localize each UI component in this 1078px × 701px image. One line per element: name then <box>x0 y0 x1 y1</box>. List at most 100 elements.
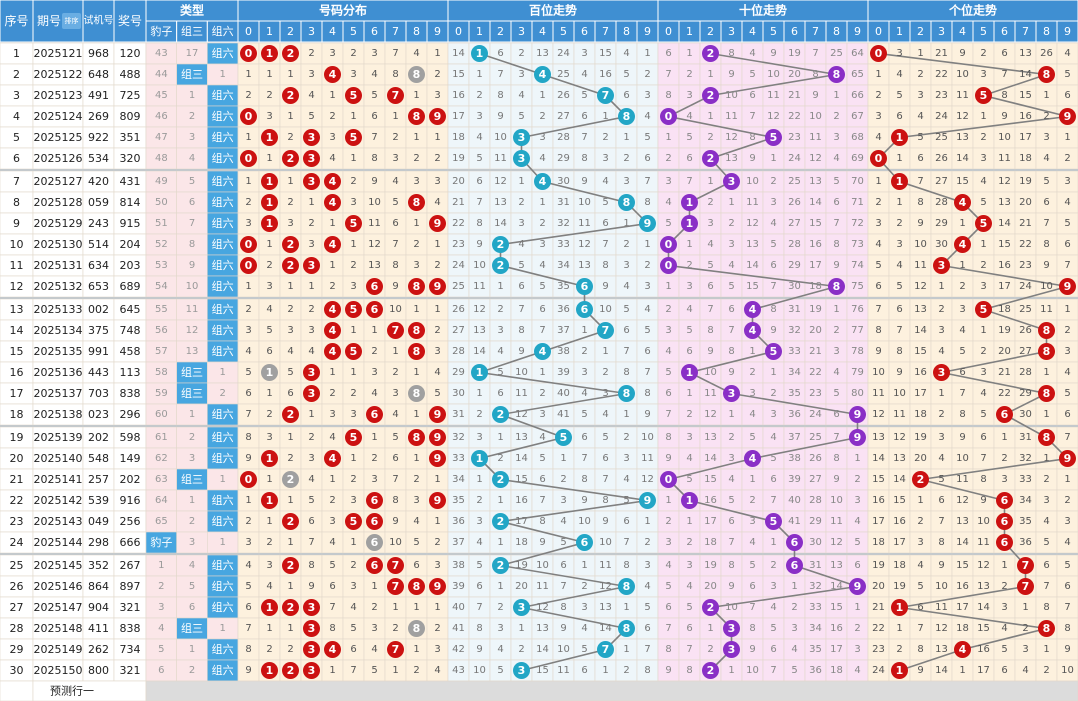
miss-count: 6 <box>350 644 356 655</box>
miss-count: 8 <box>749 623 755 634</box>
miss-count: 10 <box>809 111 822 122</box>
miss-count: 13 <box>725 153 738 164</box>
miss-count: 18 <box>1019 153 1032 164</box>
miss-count: 16 <box>998 260 1011 271</box>
miss-count: 9 <box>665 453 671 464</box>
column-header: 序号 <box>4 13 28 28</box>
miss-count: 10 <box>368 197 381 208</box>
ball-number: 9 <box>644 494 652 507</box>
issue-text: 2025126 <box>34 152 83 165</box>
issue-text: 2025129 <box>34 217 83 230</box>
miss-count: 3 <box>329 516 335 527</box>
miss-count: 4 <box>707 239 713 250</box>
miss-count: 10 <box>389 304 402 315</box>
ball-number: 2 <box>497 559 505 572</box>
seq-text: 18 <box>10 408 24 421</box>
miss-count: 22 <box>452 218 465 229</box>
miss-count: 8 <box>602 495 608 506</box>
miss-count: 3 <box>833 346 839 357</box>
miss-count: 9 <box>917 665 923 676</box>
ball-number: 2 <box>287 47 295 60</box>
miss-count: 38 <box>788 453 801 464</box>
miss-count: 32 <box>1019 453 1032 464</box>
miss-count: 3 <box>623 176 629 187</box>
miss-count: 20 <box>452 176 465 187</box>
ball-number: 2 <box>497 515 505 528</box>
miss-count: 4 <box>602 176 608 187</box>
miss-count: 32 <box>452 432 465 443</box>
miss-count: 10 <box>725 90 738 101</box>
miss-count: 1 <box>686 388 692 399</box>
miss-count: 24 <box>557 48 570 59</box>
miss-count: 5 <box>749 69 755 80</box>
miss-count: 1 <box>980 325 986 336</box>
miss-count: 3 <box>980 69 986 80</box>
miss-count: 25 <box>1019 304 1032 315</box>
ball-number: 5 <box>980 217 988 230</box>
miss-count: 3 <box>308 325 314 336</box>
ball-number: 6 <box>791 536 799 549</box>
miss-count: 27 <box>788 218 801 229</box>
miss-count: 10 <box>872 367 885 378</box>
miss-count: 13 <box>536 48 549 59</box>
miss-count: 3 <box>644 560 650 571</box>
type-miss: 48 <box>155 153 168 164</box>
miss-count: 10 <box>494 132 507 143</box>
miss-count: 3 <box>476 432 482 443</box>
miss-count: 5 <box>413 537 419 548</box>
ball-number: 2 <box>287 152 295 165</box>
digit-header: 2 <box>917 25 924 38</box>
miss-count: 8 <box>728 346 734 357</box>
ball-number: 5 <box>350 303 358 316</box>
type-miss: 4 <box>158 623 164 634</box>
miss-count: 1 <box>497 495 503 506</box>
miss-count: 6 <box>623 516 629 527</box>
type-miss: 64 <box>155 495 168 506</box>
miss-count: 21 <box>872 602 885 613</box>
miss-count: 3 <box>770 409 776 420</box>
miss-count: 4 <box>875 132 881 143</box>
seq-text: 16 <box>10 366 24 379</box>
miss-count: 12 <box>956 111 969 122</box>
miss-count: 6 <box>539 474 545 485</box>
miss-count: 1 <box>245 69 251 80</box>
miss-count: 2 <box>245 516 251 527</box>
ball-number: 5 <box>350 345 358 358</box>
miss-count: 1 <box>350 453 356 464</box>
miss-count: 14 <box>914 325 927 336</box>
miss-count: 9 <box>728 367 734 378</box>
miss-count: 13 <box>998 197 1011 208</box>
miss-count: 3 <box>350 495 356 506</box>
group-header: 个位走势 <box>948 3 997 18</box>
miss-count: 4 <box>623 281 629 292</box>
ball-number: 3 <box>308 622 316 635</box>
miss-count: 5 <box>1043 537 1049 548</box>
ball-number: 4 <box>749 452 757 465</box>
miss-count: 8 <box>1064 623 1070 634</box>
miss-count: 4 <box>917 111 923 122</box>
miss-count: 6 <box>392 218 398 229</box>
miss-count: 4 <box>1043 153 1049 164</box>
miss-count: 2 <box>686 69 692 80</box>
miss-count: 14 <box>809 197 822 208</box>
miss-count: 3 <box>266 111 272 122</box>
miss-count: 3 <box>371 623 377 634</box>
miss-count: 27 <box>452 325 465 336</box>
sort-button[interactable]: 排序 <box>65 16 79 25</box>
ball-number: 9 <box>434 580 442 593</box>
ball-number: 8 <box>623 622 631 635</box>
miss-count: 14 <box>956 153 969 164</box>
issue-text: 2025147 <box>34 601 83 614</box>
miss-count: 28 <box>788 239 801 250</box>
miss-count: 1 <box>413 90 419 101</box>
miss-count: 20 <box>914 453 927 464</box>
ball-number: 5 <box>350 217 358 230</box>
miss-count: 2 <box>350 48 356 59</box>
miss-count: 26 <box>788 197 801 208</box>
miss-count: 9 <box>959 48 965 59</box>
miss-count: 2 <box>602 132 608 143</box>
miss-count: 39 <box>557 367 570 378</box>
seq-text: 8 <box>13 196 20 209</box>
miss-count: 1 <box>392 665 398 676</box>
miss-count: 5 <box>308 495 314 506</box>
